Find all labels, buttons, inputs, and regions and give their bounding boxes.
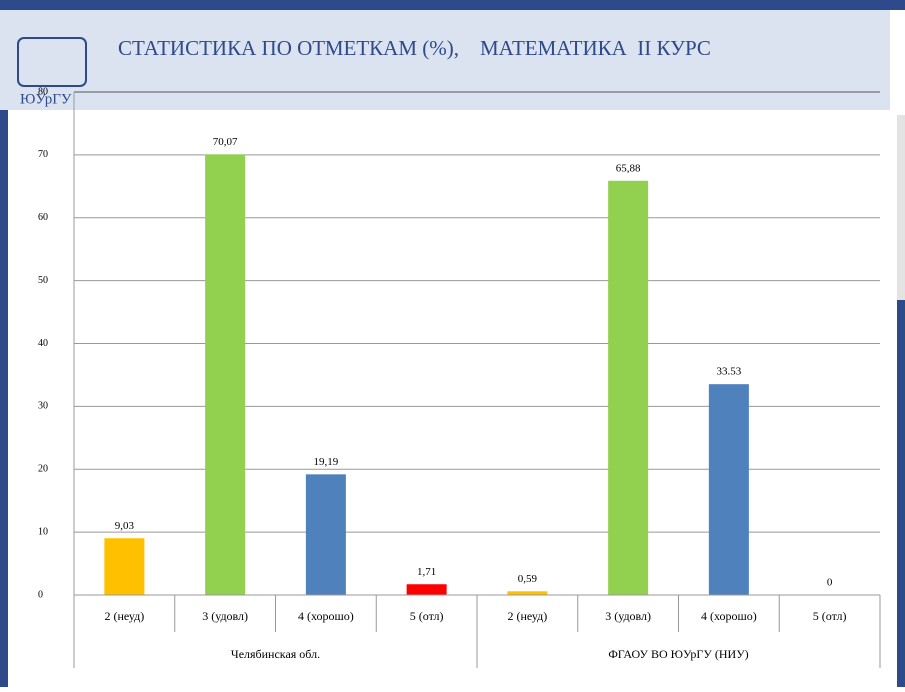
bar: [708, 384, 749, 595]
logo: ЮУрГУ: [17, 37, 87, 107]
logo-emblem: [17, 37, 87, 87]
right-gray: [897, 115, 905, 300]
group-label: Челябинская обл.: [231, 647, 320, 661]
chart-title: СТАТИСТИКА ПО ОТМЕТКАМ (%), МАТЕМАТИКА I…: [118, 36, 711, 60]
data-label: 9,03: [115, 520, 135, 532]
y-tick-label: 0: [38, 589, 43, 600]
y-tick-label: 50: [38, 275, 48, 286]
y-tick-label: 10: [38, 526, 48, 537]
y-tick-label: 70: [38, 149, 48, 160]
x-tick-label: 5 (отл): [410, 609, 444, 623]
bar: [507, 591, 548, 595]
data-label: 33.53: [717, 366, 742, 378]
y-tick-label: 20: [38, 464, 48, 475]
bar: [406, 584, 447, 595]
y-tick-label: 30: [38, 401, 48, 412]
x-tick-label: 4 (хорошо): [701, 609, 757, 623]
x-tick-label: 3 (удовл): [605, 609, 651, 623]
bar: [205, 154, 246, 595]
x-tick-label: 4 (хорошо): [298, 609, 354, 623]
x-tick-label: 2 (неуд): [507, 609, 547, 623]
logo-text: ЮУрГУ: [20, 91, 72, 107]
group-label: ФГАОУ ВО ЮУрГУ (НИУ): [608, 647, 748, 661]
bar: [305, 474, 346, 595]
x-tick-label: 2 (неуд): [104, 609, 144, 623]
data-label: 0,59: [518, 573, 538, 585]
data-label: 1,71: [417, 566, 436, 578]
data-label: 19,19: [314, 456, 339, 468]
header-band: [0, 10, 890, 110]
x-tick-label: 5 (отл): [813, 609, 847, 623]
bar: [608, 180, 649, 596]
right-strip: [897, 300, 905, 687]
x-tick-label: 3 (удовл): [202, 609, 248, 623]
data-label: 70,07: [213, 136, 238, 148]
y-tick-label: 40: [38, 338, 48, 349]
y-tick-label: 60: [38, 212, 48, 223]
data-label: 0: [827, 577, 833, 589]
y-tick-label: 80: [38, 86, 48, 97]
left-strip: [0, 110, 8, 687]
data-label: 65,88: [616, 162, 641, 174]
top-bar: [0, 0, 905, 10]
bar: [104, 538, 145, 595]
